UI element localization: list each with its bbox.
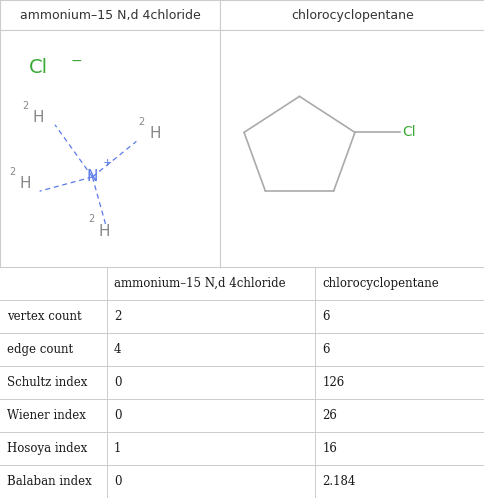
Text: 2: 2 [138,117,145,127]
Text: 2: 2 [114,310,121,323]
Text: 0: 0 [114,475,121,488]
Text: 6: 6 [322,310,329,323]
Text: 0: 0 [114,376,121,389]
Text: ammonium–15 N,d 4chloride: ammonium–15 N,d 4chloride [114,277,285,290]
Text: H: H [99,224,110,239]
Text: 2.184: 2.184 [322,475,355,488]
Text: 126: 126 [322,376,344,389]
Text: 1: 1 [114,442,121,455]
Text: 2: 2 [88,214,94,224]
Text: Cl: Cl [29,58,47,78]
Text: chlorocyclopentane: chlorocyclopentane [322,277,439,290]
Text: Hosoya index: Hosoya index [7,442,87,455]
Text: +: + [103,158,112,168]
Text: 2: 2 [9,167,15,177]
Text: H: H [33,110,45,125]
Text: 26: 26 [322,409,337,422]
Text: N: N [87,169,98,184]
Text: 2: 2 [22,101,28,111]
Text: 4: 4 [114,343,121,356]
Text: edge count: edge count [7,343,73,356]
Text: 16: 16 [322,442,337,455]
Text: H: H [149,126,161,141]
Text: chlorocyclopentane: chlorocyclopentane [290,8,413,21]
Text: 6: 6 [322,343,329,356]
Text: ammonium–15 N,d 4chloride: ammonium–15 N,d 4chloride [19,8,200,21]
Text: −: − [70,54,82,68]
Text: 0: 0 [114,409,121,422]
Text: Balaban index: Balaban index [7,475,92,488]
Text: Cl: Cl [402,125,415,139]
Text: Schultz index: Schultz index [7,376,88,389]
Text: Wiener index: Wiener index [7,409,86,422]
Text: H: H [20,176,31,191]
Text: vertex count: vertex count [7,310,82,323]
